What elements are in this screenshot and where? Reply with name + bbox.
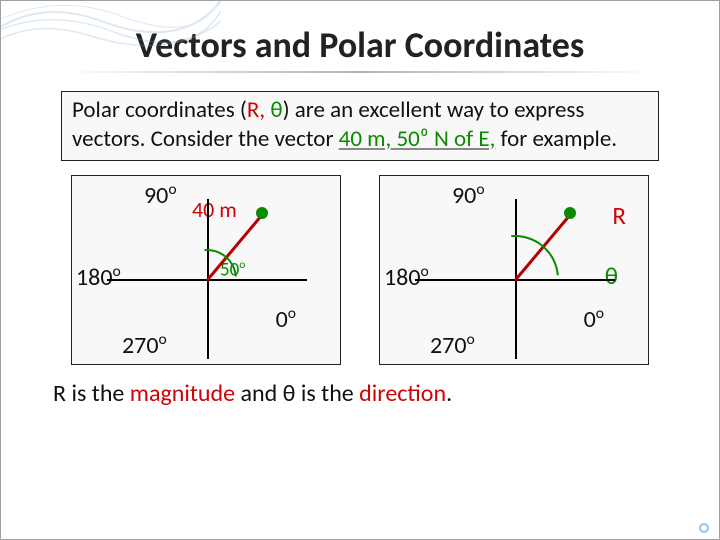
angle-arc: [453, 217, 577, 341]
intro-textbox: Polar coordinates (R, θ) are an excellen…: [61, 91, 659, 161]
label-0-right: 0o: [584, 304, 604, 334]
intro-R: R,: [247, 96, 265, 124]
diagram-left: 90o 180o 270o 0o 40 m 50o: [71, 175, 341, 365]
label-90-right: 90o: [452, 180, 485, 210]
angle-label-right: θ: [605, 260, 618, 291]
vector-tip-icon: [256, 207, 268, 219]
intro-part3: for example.: [495, 125, 617, 153]
summary-magnitude: magnitude: [130, 379, 235, 408]
label-180-left: 180o: [76, 262, 121, 292]
diagram-right: 90o 180o 270o 0o R θ: [379, 175, 649, 365]
summary-line: R is the magnitude and θ is the directio…: [53, 379, 667, 408]
summary-t3: .: [446, 379, 452, 408]
intro-part1: Polar coordinates (: [72, 96, 247, 124]
slide-bullet-icon: [699, 523, 709, 533]
summary-t2: and θ is the: [235, 379, 359, 408]
intro-theta: θ: [265, 96, 282, 124]
vector-label-right: R: [612, 200, 626, 231]
summary-direction: direction: [359, 379, 446, 408]
label-270-right: 270o: [430, 330, 475, 360]
decorative-swirl: [0, 0, 221, 81]
label-180-right: 180o: [384, 262, 429, 292]
vector-tip-icon: [564, 207, 576, 219]
label-0-left: 0o: [276, 304, 296, 334]
diagram-row: 90o 180o 270o 0o 40 m 50o 90o 180o 270o …: [71, 175, 649, 365]
summary-t1: R is the: [53, 379, 130, 408]
angle-arc: [165, 236, 250, 321]
intro-example: 40 m, 50⁰ N of E,: [339, 125, 496, 153]
vector-label-left: 40 m: [192, 196, 237, 223]
label-90-left: 90o: [144, 180, 177, 210]
label-270-left: 270o: [122, 330, 167, 360]
